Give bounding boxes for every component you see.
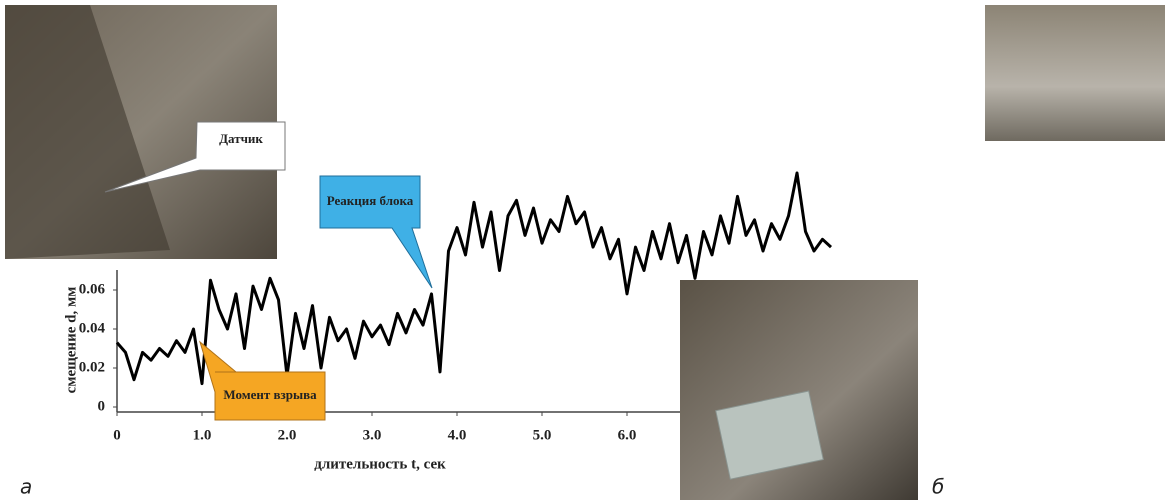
y-tick-label: 0: [98, 398, 106, 414]
y-tick-label: 0.06: [79, 281, 106, 297]
panel-label: б: [932, 475, 944, 499]
x-tick-label: 2.0: [278, 427, 297, 443]
y-tick-label: 0.04: [79, 320, 106, 336]
callout-text: Датчик: [219, 131, 263, 146]
x-tick-label: 3.0: [363, 427, 382, 443]
y-tick-label: 0.02: [79, 359, 105, 375]
device-box: [715, 390, 824, 480]
photo-shade: [5, 5, 170, 259]
x-tick-label: 4.0: [448, 427, 467, 443]
callout-blast: [199, 340, 326, 421]
callout-reaction: [319, 175, 433, 289]
callout-text: Реакция блока: [327, 193, 414, 208]
x-tick-label: 1.0: [193, 427, 212, 443]
panel-label: а: [20, 475, 32, 499]
photo-device: [680, 280, 918, 500]
photo-site: [985, 5, 1165, 141]
plot-area: смещение d, мм длительность t, сек 0 0.02…: [63, 270, 690, 472]
data-line: [115, 171, 833, 386]
callout-text: Момент взрыва: [223, 387, 317, 402]
y-axis-label: смещение d, мм: [63, 287, 79, 394]
callouts: Датчик Реакция блока Момент взрыва: [104, 121, 433, 421]
x-tick-label: 0: [113, 427, 121, 443]
callout-sensor: [104, 121, 286, 193]
x-tick-label: 5.0: [533, 427, 552, 443]
x-tick-label: 6.0: [618, 427, 637, 443]
x-axis-label: длительность t, сек: [314, 456, 446, 472]
photos: [5, 5, 1165, 500]
